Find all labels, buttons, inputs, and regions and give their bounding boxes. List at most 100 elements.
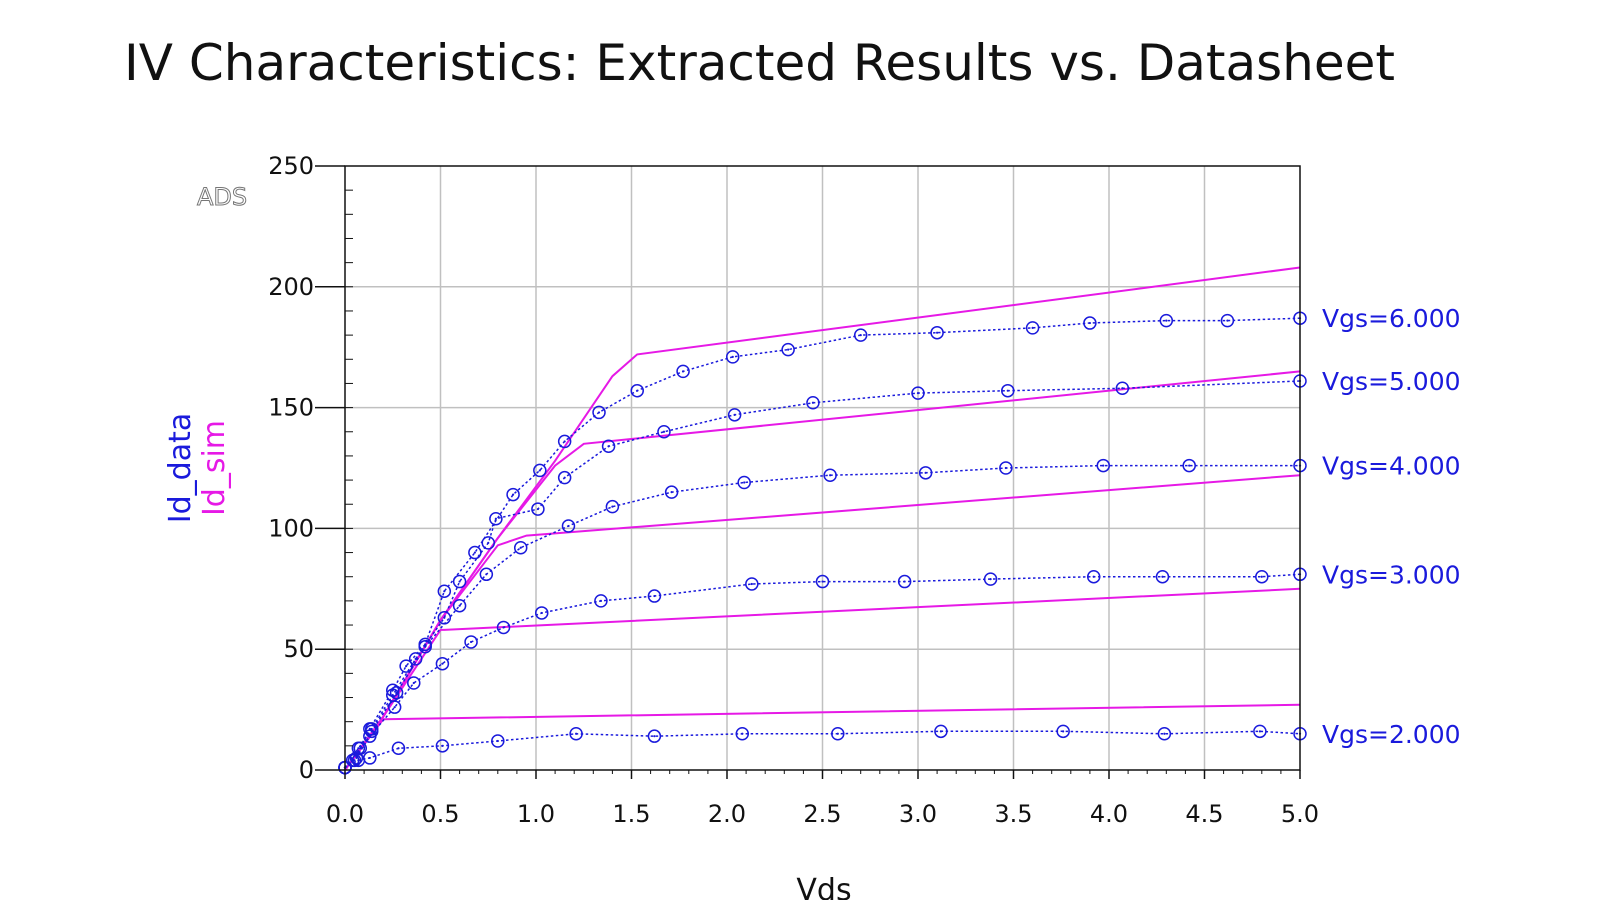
- data-point: [918, 466, 933, 480]
- data-point: [745, 577, 759, 591]
- y-tick-label: 100: [268, 514, 314, 542]
- data-point: [452, 598, 467, 613]
- data-point: [853, 328, 868, 342]
- x-tick-label: 0.5: [421, 800, 459, 828]
- data-point: [363, 751, 377, 765]
- data-point: [363, 729, 377, 743]
- data-point: [647, 589, 662, 603]
- data-point: [569, 727, 583, 741]
- data-point: [437, 584, 452, 598]
- data-point: [468, 545, 482, 560]
- data-point: [657, 425, 671, 439]
- data-point: [823, 468, 837, 482]
- data-point: [1159, 313, 1174, 328]
- y-tick-label: 150: [268, 394, 314, 422]
- data-point: [1086, 569, 1101, 584]
- data-point: [1083, 316, 1097, 330]
- data-point: [934, 724, 948, 739]
- data-point: [533, 463, 547, 478]
- data-point: [806, 396, 820, 410]
- data-point: [496, 620, 511, 635]
- chart-title: IV Characteristics: Extracted Results vs…: [124, 34, 1395, 92]
- data-point: [557, 470, 572, 485]
- x-axis-label: Vds: [796, 873, 851, 900]
- series-label: Vgs=6.000: [1322, 304, 1461, 333]
- data-point: [534, 606, 549, 620]
- data-point: [735, 727, 750, 741]
- y-tick-label: 0: [299, 756, 314, 784]
- data-point: [1157, 727, 1172, 741]
- data-point: [1056, 724, 1070, 739]
- data-point: [999, 461, 1013, 475]
- data-point: [781, 342, 795, 357]
- x-tick-label: 3.0: [899, 800, 937, 828]
- data-point: [489, 511, 503, 526]
- y-tick-label: 50: [283, 635, 314, 663]
- data-point: [452, 574, 467, 589]
- data-point: [561, 519, 576, 533]
- data-point: [1155, 569, 1170, 584]
- data-point: [531, 502, 545, 516]
- x-tick-label: 4.0: [1090, 800, 1128, 828]
- data-point: [727, 408, 742, 422]
- data-point: [481, 536, 495, 550]
- data-point: [911, 386, 925, 400]
- data-point: [737, 475, 751, 490]
- y-tick-label: 200: [268, 273, 314, 301]
- data-point: [647, 729, 662, 743]
- data-point: [983, 572, 998, 586]
- data-point: [557, 434, 572, 449]
- data-point: [725, 350, 740, 364]
- grid: [345, 166, 1300, 770]
- data-line-4: [344, 730, 1301, 769]
- data-point: [1253, 724, 1267, 739]
- x-tick-label: 1.5: [612, 800, 650, 828]
- data-point: [418, 640, 432, 654]
- data-point: [1255, 569, 1269, 584]
- data-point: [676, 364, 690, 379]
- data-point: [1220, 313, 1235, 328]
- data-point: [831, 727, 845, 741]
- data-point: [389, 685, 404, 700]
- data-point: [1025, 321, 1040, 335]
- series-label: Vgs=3.000: [1322, 560, 1461, 589]
- data-point: [491, 734, 505, 748]
- data-point: [1115, 381, 1130, 396]
- data-point: [601, 439, 616, 454]
- data-point: [594, 594, 608, 608]
- series-label: Vgs=2.000: [1322, 720, 1461, 749]
- data-point: [513, 540, 528, 555]
- data-point: [391, 741, 406, 756]
- data-point: [815, 574, 830, 589]
- x-tick-label: 3.5: [994, 800, 1032, 828]
- series-label: Vgs=4.000: [1322, 452, 1461, 481]
- x-tick-label: 2.5: [803, 800, 841, 828]
- data-point: [897, 574, 912, 589]
- data-point: [1182, 458, 1196, 473]
- x-tick-label: 0.0: [326, 800, 364, 828]
- data-point: [506, 487, 520, 502]
- data-point: [1001, 383, 1015, 398]
- series-labels: Vgs=6.000 Vgs=5.000 Vgs=4.000 Vgs=3.000 Vgs=…: [1322, 304, 1461, 749]
- y-axis-label-data: Id_data: [163, 413, 198, 523]
- axes: 0.0 0.5 1.0 1.5 2.0 2.5 3.0 3.5 4.0 4.5 5.0 0 50 100 1…: [268, 152, 1319, 828]
- data-point: [399, 659, 413, 673]
- data-point: [930, 325, 944, 340]
- data-point: [408, 652, 423, 666]
- data-point: [479, 567, 494, 582]
- data-point: [630, 383, 644, 398]
- ads-watermark: ADS: [197, 183, 247, 211]
- data-point: [464, 635, 478, 649]
- data-point: [592, 405, 606, 420]
- data-line-2: [344, 464, 1300, 769]
- data-point: [387, 700, 402, 714]
- data-point: [664, 485, 679, 499]
- y-tick-label: 250: [268, 152, 314, 180]
- series-label: Vgs=5.000: [1322, 367, 1461, 396]
- x-tick-label: 4.5: [1185, 800, 1223, 828]
- data-point: [407, 676, 421, 690]
- x-tick-label: 2.0: [708, 800, 746, 828]
- data-point: [435, 656, 450, 671]
- data-curves: [338, 311, 1307, 775]
